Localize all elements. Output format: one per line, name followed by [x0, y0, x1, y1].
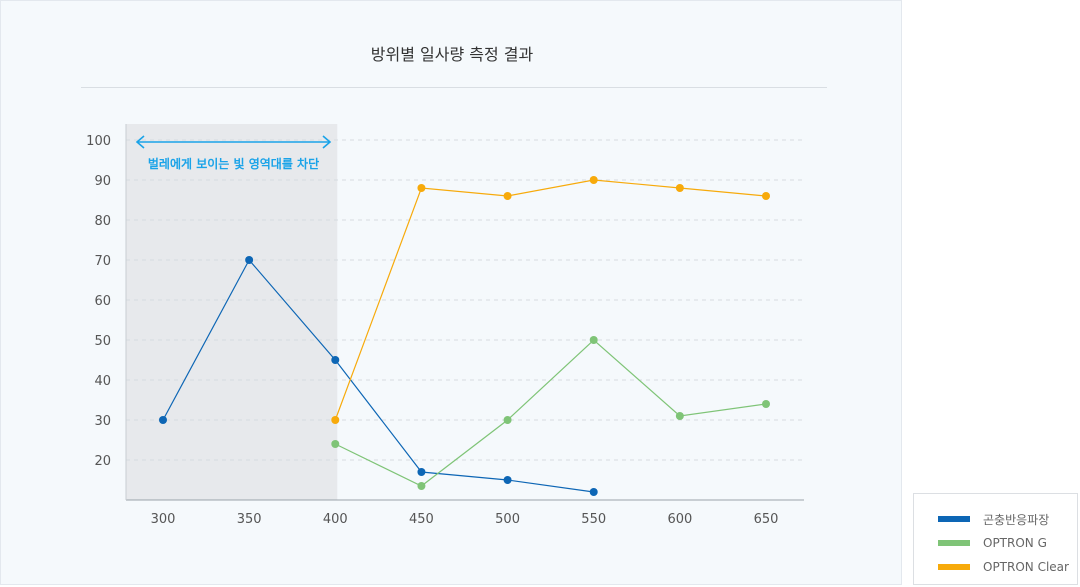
legend-label: OPTRON Clear — [983, 560, 1069, 574]
data-point — [503, 416, 512, 424]
data-point — [331, 416, 340, 424]
y-tick-label: 80 — [94, 214, 111, 229]
x-tick-label: 550 — [581, 512, 606, 527]
x-tick-label: 600 — [667, 512, 692, 527]
legend-swatch — [938, 540, 970, 546]
y-tick-label: 50 — [94, 334, 111, 349]
x-tick-label: 400 — [323, 512, 348, 527]
legend-swatch — [938, 564, 970, 570]
data-point — [331, 356, 340, 364]
data-point — [331, 440, 340, 448]
legend: 곤충반응파장 OPTRON G OPTRON Clear — [913, 493, 1078, 585]
series-line-2 — [335, 339, 767, 487]
legend-item: 곤충반응파장 — [938, 510, 1049, 528]
legend-label: 곤충반응파장 — [983, 512, 1050, 527]
y-tick-label: 20 — [94, 454, 111, 469]
data-point — [589, 176, 598, 184]
data-point — [589, 488, 598, 496]
legend-item: OPTRON Clear — [938, 558, 1069, 576]
data-point — [762, 192, 770, 200]
annotation-arrow-right-head — [322, 135, 332, 149]
annotation-arrow-left-head — [135, 135, 145, 149]
legend-swatch — [938, 516, 970, 522]
series-line-3 — [334, 179, 767, 421]
data-point — [245, 256, 254, 264]
data-point — [417, 482, 426, 490]
annotation-text: 벌레에게 보이는 빛 영역대를 차단 — [148, 156, 319, 171]
data-point — [589, 336, 598, 344]
legend-label: OPTRON G — [983, 536, 1047, 550]
legend-item: OPTRON G — [938, 534, 1047, 552]
y-tick-label: 100 — [86, 134, 111, 149]
title-divider — [81, 87, 827, 88]
blocked-region — [126, 124, 338, 500]
data-point — [417, 184, 426, 192]
x-tick-label: 450 — [409, 512, 434, 527]
x-tick-label: 500 — [495, 512, 520, 527]
data-point — [762, 400, 770, 408]
y-tick-label: 40 — [94, 374, 111, 389]
series-line-1 — [162, 258, 594, 493]
y-tick-label: 70 — [94, 254, 111, 269]
y-tick-label: 90 — [94, 174, 111, 189]
chart-panel: 방위별 일사량 측정 결과 20 30 40 50 60 70 80 90 100 300 350 4… — [0, 0, 902, 585]
data-point — [503, 192, 512, 200]
chart-title: 방위별 일사량 측정 결과 — [370, 45, 534, 64]
x-tick-label: 300 — [151, 512, 176, 527]
x-tick-label: 650 — [754, 512, 779, 527]
data-point — [417, 468, 426, 476]
data-point — [675, 184, 684, 192]
data-point — [159, 416, 167, 424]
line-chart: 20 30 40 50 60 70 80 90 100 300 350 400 450 500 550 600… — [86, 124, 804, 527]
y-tick-label: 30 — [94, 414, 111, 429]
data-point — [503, 476, 512, 484]
x-tick-label: 350 — [237, 512, 262, 527]
data-point — [675, 412, 684, 420]
y-tick-label: 60 — [94, 294, 111, 309]
